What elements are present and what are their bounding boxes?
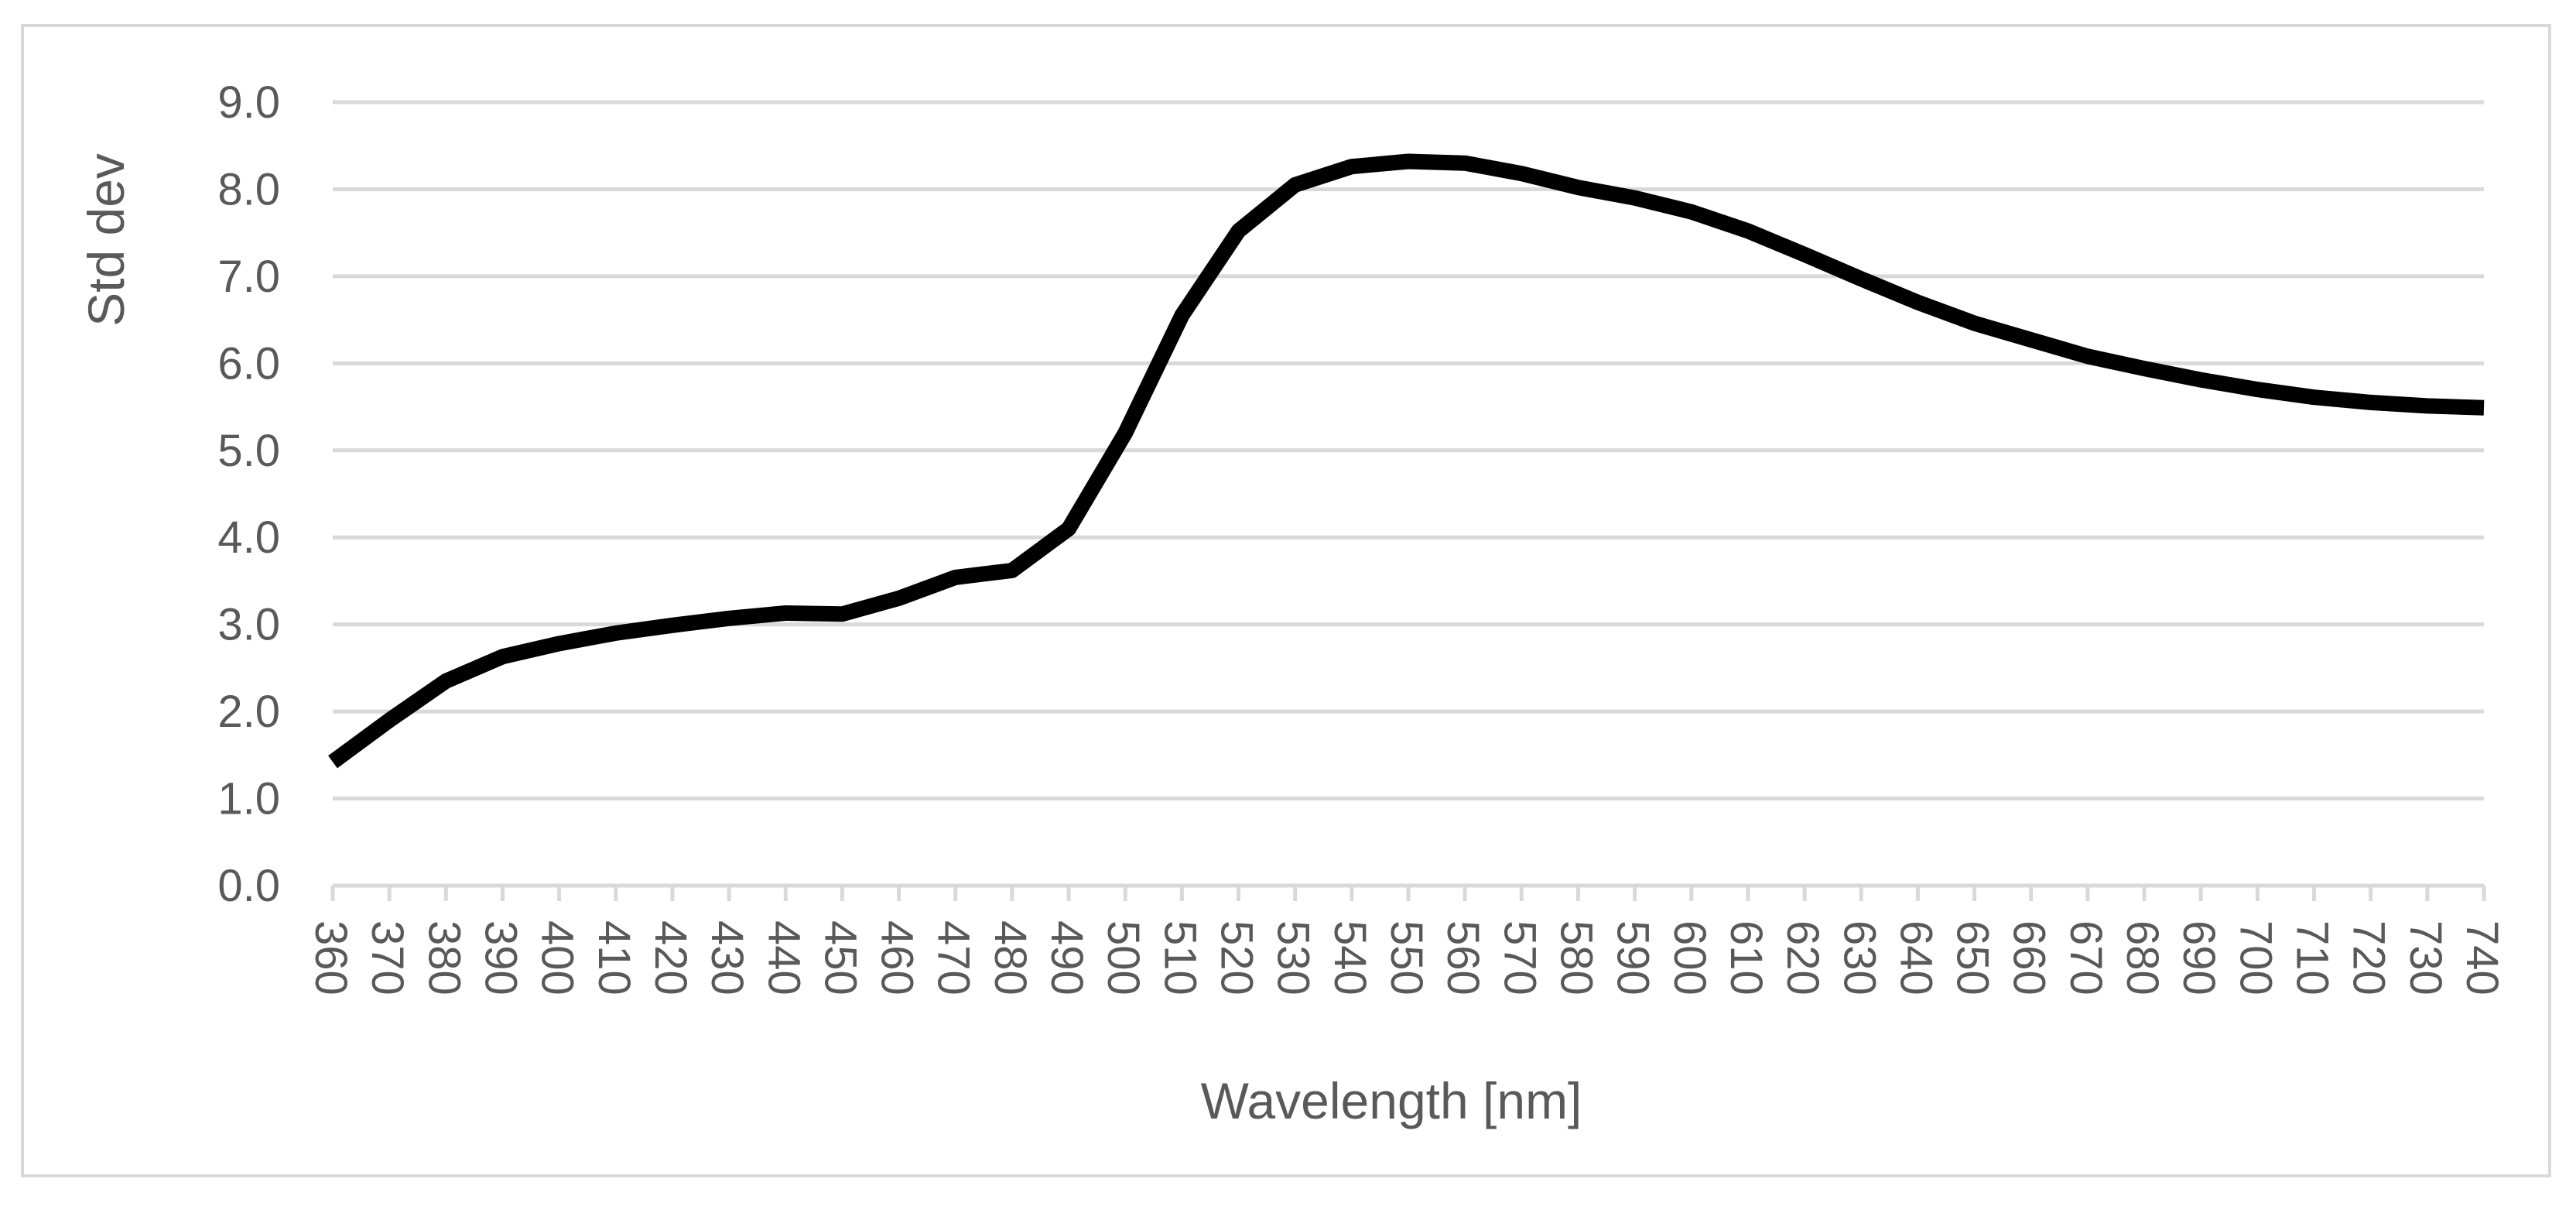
x-tick-label: 550 xyxy=(1381,920,1432,995)
y-axis-title: Std dev xyxy=(77,153,135,327)
x-tick-label: 600 xyxy=(1664,920,1715,995)
x-tick-label: 530 xyxy=(1268,920,1319,995)
x-tick-label: 400 xyxy=(532,920,583,995)
y-tick-label: 1.0 xyxy=(217,774,280,824)
x-tick-label: 710 xyxy=(2287,920,2338,995)
x-axis xyxy=(330,883,2486,901)
y-tick-label: 3.0 xyxy=(217,600,280,650)
y-tick-label: 6.0 xyxy=(217,338,280,389)
x-tick-labels: 360 370 380 390 400 410 420 430 440 450 460 470 480 4… xyxy=(306,920,2507,995)
x-tick-label: 460 xyxy=(872,920,922,995)
x-tick-label: 540 xyxy=(1325,920,1375,995)
x-tick-label: 430 xyxy=(702,920,752,995)
x-tick-label: 720 xyxy=(2344,920,2394,995)
x-axis-title: Wavelength [nm] xyxy=(1201,1072,1582,1129)
x-tick-label: 630 xyxy=(1834,920,1884,995)
y-tick-label: 2.0 xyxy=(217,687,280,737)
x-tick-label: 500 xyxy=(1098,920,1148,995)
x-tick-label: 440 xyxy=(758,920,809,995)
y-tick-label: 8.0 xyxy=(217,164,280,214)
series-layer xyxy=(328,153,2485,769)
gridlines xyxy=(333,100,2484,801)
x-tick-label: 730 xyxy=(2400,920,2451,995)
y-tick-label: 9.0 xyxy=(217,77,280,128)
y-tick-label: 0.0 xyxy=(217,861,280,911)
x-tick-label: 380 xyxy=(419,920,469,995)
x-tick-label: 560 xyxy=(1438,920,1488,995)
x-tick-label: 570 xyxy=(1494,920,1545,995)
x-tick-label: 480 xyxy=(985,920,1035,995)
series-line xyxy=(328,153,2485,769)
y-tick-label: 5.0 xyxy=(217,426,280,476)
x-tick-label: 740 xyxy=(2457,920,2507,995)
x-tick-label: 640 xyxy=(1890,920,1941,995)
x-tick-label: 360 xyxy=(306,920,356,995)
x-tick-label: 680 xyxy=(2117,920,2167,995)
x-tick-label: 420 xyxy=(645,920,696,995)
chart-frame xyxy=(21,24,2551,1177)
x-tick-label: 660 xyxy=(2004,920,2054,995)
x-tick-label: 520 xyxy=(1212,920,1262,995)
x-tick-label: 580 xyxy=(1551,920,1601,995)
x-tick-label: 700 xyxy=(2230,920,2280,995)
x-tick-label: 610 xyxy=(1721,920,1771,995)
x-tick-label: 590 xyxy=(1608,920,1658,995)
x-tick-label: 620 xyxy=(1777,920,1828,995)
x-tick-label: 410 xyxy=(589,920,639,995)
x-tick-label: 510 xyxy=(1155,920,1205,995)
y-tick-labels: 0.0 1.0 2.0 3.0 4.0 5.0 6.0 7.0 8.0 9.0 xyxy=(217,77,280,911)
x-tick-label: 490 xyxy=(1042,920,1092,995)
x-tick-label: 450 xyxy=(815,920,865,995)
x-tick-label: 370 xyxy=(362,920,412,995)
y-tick-label: 4.0 xyxy=(217,512,280,563)
x-tick-label: 390 xyxy=(475,920,525,995)
x-tick-label: 690 xyxy=(2174,920,2224,995)
x-tick-label: 670 xyxy=(2061,920,2111,995)
x-tick-label: 650 xyxy=(1948,920,1998,995)
y-tick-label: 7.0 xyxy=(217,252,280,302)
x-tick-label: 470 xyxy=(929,920,979,995)
